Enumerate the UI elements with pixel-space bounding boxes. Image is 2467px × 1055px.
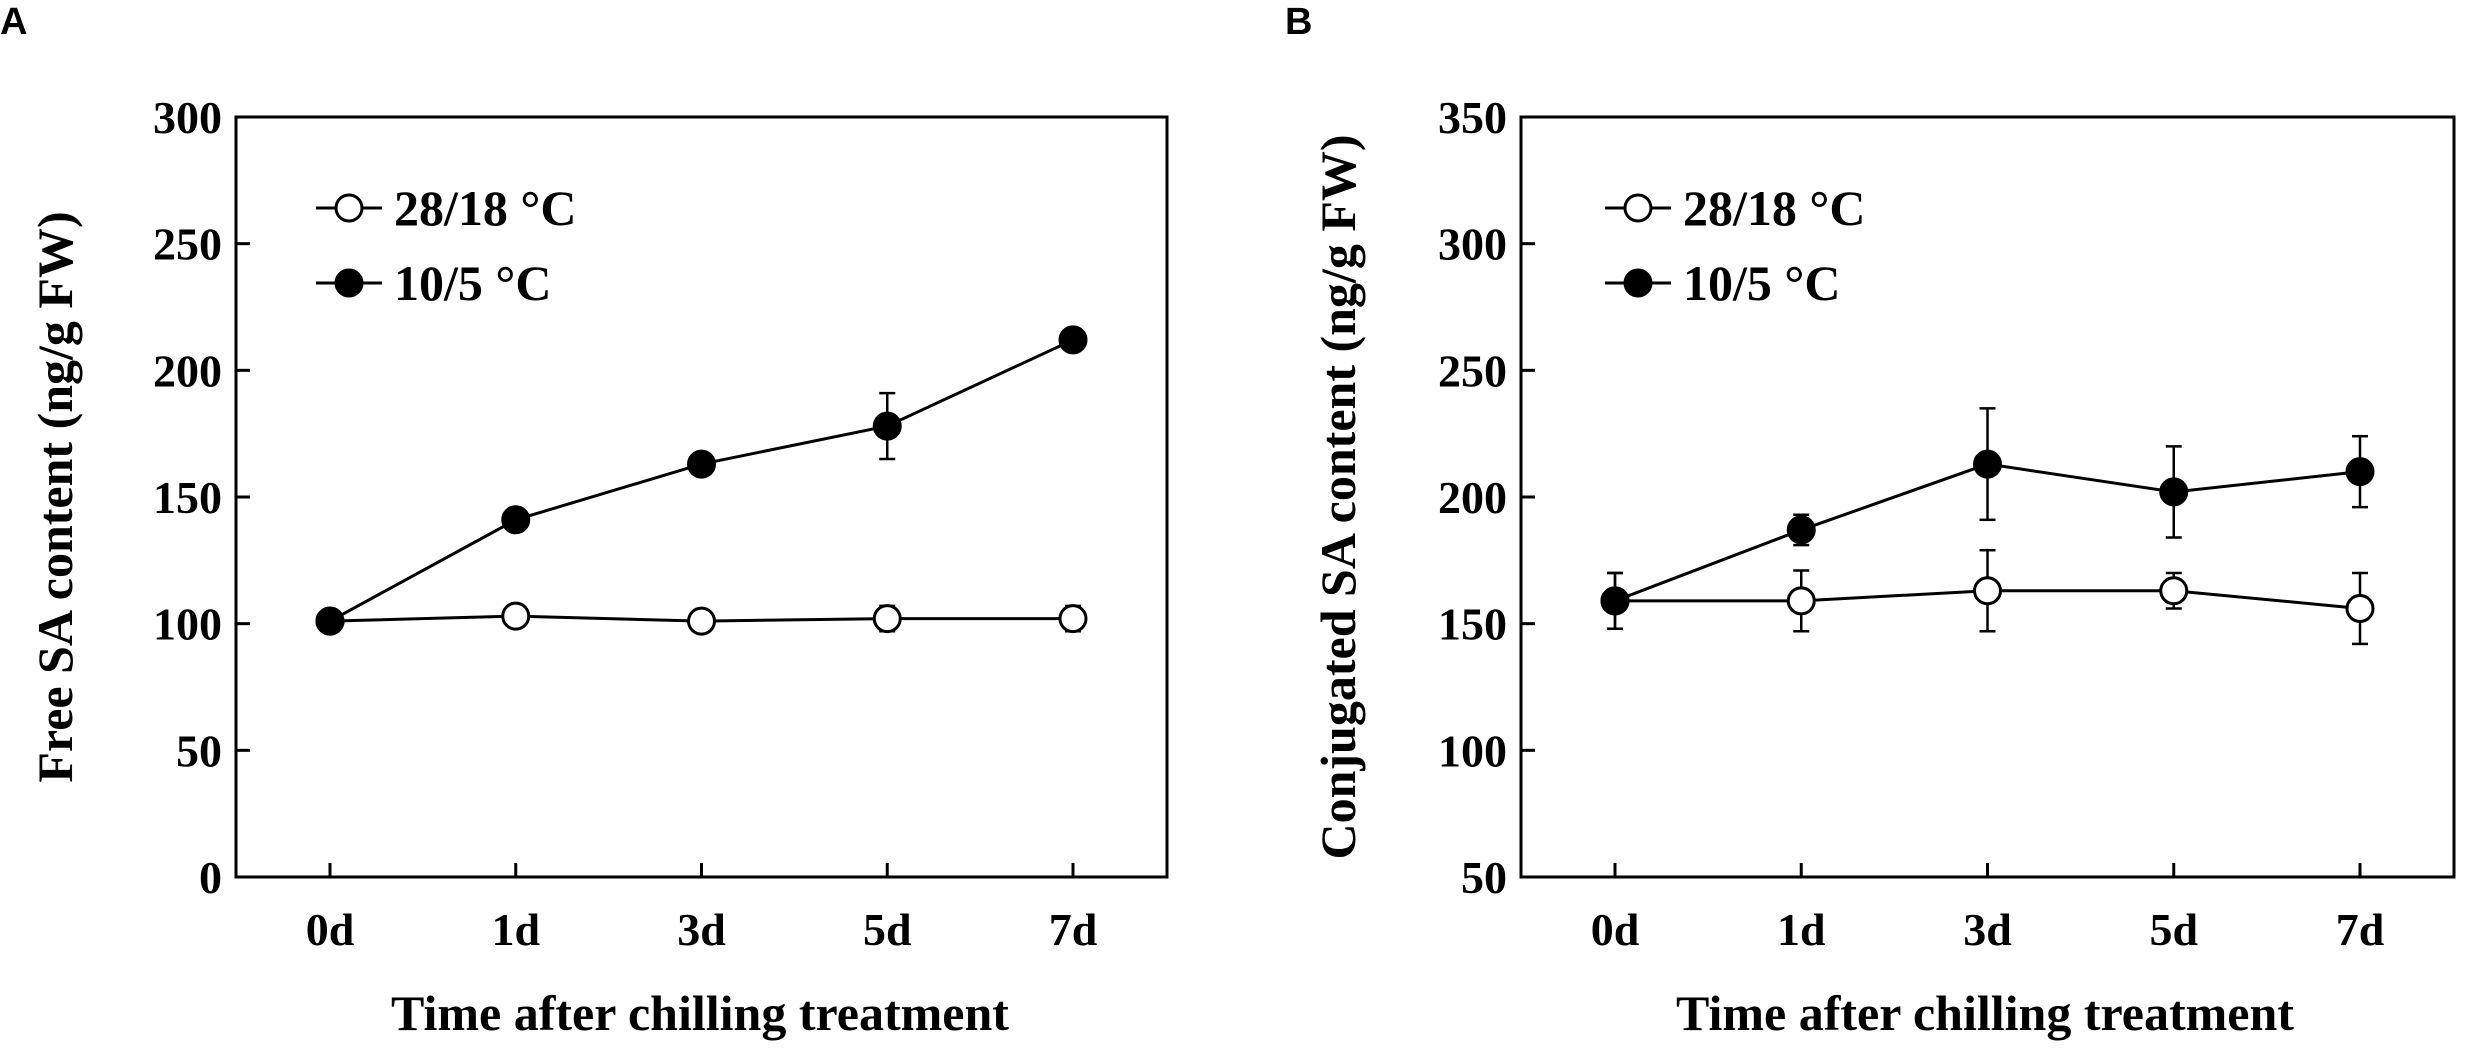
chart-panel-a: A 0 50 100 150 200 250 300 0d 1d 3d 5d 7d Time after … — [0, 1, 1169, 1041]
legend: 28/18 °C 10/5 °C — [316, 180, 577, 311]
y-tick-label: 250 — [153, 219, 222, 270]
legend-label: 10/5 °C — [394, 255, 552, 311]
data-point — [315, 606, 345, 636]
series-line — [329, 338, 1074, 623]
x-tick-label: 1d — [491, 904, 540, 955]
legend-label: 28/18 °C — [1683, 180, 1866, 236]
y-tick-label: 300 — [153, 92, 222, 143]
y-tick-label: 100 — [153, 599, 222, 650]
chart-panel-b: B 50 100 150 200 250 300 350 0d 1d 3d 5d 7d Time afte… — [1285, 1, 2456, 1041]
series-open — [315, 601, 1088, 636]
panel-letter: A — [0, 1, 27, 43]
y-tick-label: 100 — [1438, 725, 1507, 776]
data-point — [1600, 586, 1630, 616]
x-tick-label: 3d — [677, 904, 726, 955]
y-tick-label: 350 — [1438, 92, 1507, 143]
legend-marker — [334, 193, 364, 223]
data-point — [2159, 576, 2189, 606]
data-point — [2345, 593, 2375, 623]
data-point — [1973, 576, 2002, 606]
y-tick-label: 300 — [1438, 219, 1507, 270]
legend-marker — [1623, 193, 1653, 223]
y-tick-label: 150 — [153, 472, 222, 523]
x-tick-label: 0d — [1591, 904, 1640, 955]
plot-frame — [234, 115, 1169, 879]
data-point — [687, 449, 716, 479]
y-axis-title: Free SA content (ng/g FW) — [27, 211, 83, 782]
data-point — [872, 411, 902, 441]
y-tick-label: 150 — [1438, 599, 1507, 650]
data-point — [501, 601, 531, 631]
data-point — [872, 604, 902, 634]
data-point — [501, 505, 531, 535]
x-tick-label: 5d — [863, 904, 912, 955]
data-point — [687, 606, 716, 636]
legend: 28/18 °C 10/5 °C — [1605, 180, 1866, 311]
data-point — [2345, 457, 2375, 487]
legend-marker — [334, 268, 364, 298]
data-point — [1058, 325, 1088, 355]
data-point — [1786, 586, 1816, 616]
x-axis-title: Time after chilling treatment — [1676, 985, 2294, 1041]
data-point — [2159, 477, 2189, 507]
legend-label: 10/5 °C — [1683, 255, 1841, 311]
panel-letter: B — [1285, 1, 1312, 43]
data-point — [1786, 515, 1816, 545]
series-open — [1600, 548, 2375, 646]
y-tick-label: 200 — [1438, 472, 1507, 523]
legend-label: 28/18 °C — [394, 180, 577, 236]
y-tick-label: 200 — [153, 345, 222, 396]
series-filled — [315, 325, 1088, 636]
x-tick-label: 5d — [2149, 904, 2198, 955]
series-filled — [1600, 407, 2375, 630]
x-tick-label: 0d — [306, 904, 355, 955]
data-point — [1058, 604, 1088, 634]
x-tick-label: 7d — [2336, 904, 2385, 955]
x-tick-label: 3d — [1963, 904, 2012, 955]
y-tick-label: 50 — [176, 725, 222, 776]
x-axis-title: Time after chilling treatment — [391, 985, 1009, 1041]
data-point — [1973, 449, 2002, 479]
y-tick-label: 250 — [1438, 345, 1507, 396]
x-tick-label: 7d — [1049, 904, 1098, 955]
y-tick-label: 50 — [1461, 852, 1507, 903]
y-axis-title: Conjugated SA content (ng/g FW) — [1310, 134, 1366, 859]
legend-marker — [1623, 268, 1653, 298]
y-tick-label: 0 — [199, 852, 222, 903]
x-tick-label: 1d — [1777, 904, 1826, 955]
